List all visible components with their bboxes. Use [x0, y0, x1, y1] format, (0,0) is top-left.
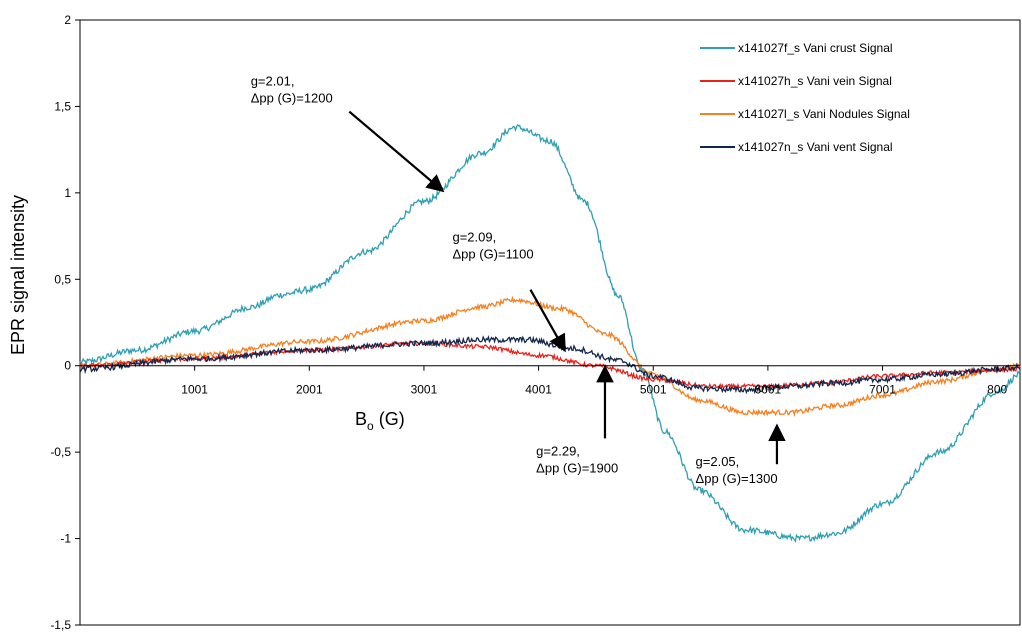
legend-label: x141027l_s Vani Nodules Signal — [738, 107, 910, 121]
annotation-dpp-label: Δpp (G)=1900 — [536, 461, 618, 476]
x-tick-label: 7001 — [869, 383, 896, 397]
x-tick-label: 1001 — [181, 383, 208, 397]
x-tick-label: 5001 — [640, 383, 667, 397]
y-tick-label: 1,5 — [54, 99, 71, 113]
y-tick-label: -1 — [60, 532, 71, 546]
annotation-g-label: g=2.05, — [696, 454, 740, 469]
y-tick-label: 0 — [64, 359, 71, 373]
x-axis-title: Bo (G) — [355, 409, 405, 433]
x-axis-title-unit: (G) — [374, 409, 405, 429]
annotation-g-label: g=2.09, — [452, 229, 496, 244]
y-tick-label: -0,5 — [50, 445, 71, 459]
series-line-3 — [79, 295, 1021, 418]
annotation-dpp-label: Δpp (G)=1100 — [452, 246, 533, 261]
y-tick-label: 2 — [64, 13, 71, 27]
series-line-2 — [79, 340, 1021, 391]
plot-frame-layer — [79, 19, 1021, 626]
y-tick-label: 1 — [64, 186, 71, 200]
series-line-1 — [79, 124, 1021, 543]
y-tick-label: 0,5 — [54, 272, 71, 286]
y-tick-label: -1,5 — [50, 618, 71, 632]
x-tick-label: 4001 — [525, 383, 552, 397]
axes-layer: 1001 2001 3001 4001 5001 6001 7001 800 -1,5 -1 -0,… — [50, 13, 1020, 632]
x-tick-label: 3001 — [411, 383, 438, 397]
x-axis-title-subscript: o — [367, 419, 374, 433]
legend: x141027f_s Vani crust Signal x141027h_s V… — [700, 41, 910, 154]
legend-label: x141027h_s Vani vein Signal — [738, 74, 892, 88]
y-axis-title: EPR signal intensity — [8, 195, 28, 355]
series-layer — [79, 124, 1021, 543]
annotation-dpp-label: Δpp (G)=1200 — [251, 91, 333, 106]
annotation-arrow — [529, 289, 566, 353]
annotations-layer: g=2.01, Δpp (G)=1200 g=2.09, Δpp (G)=1100 g=… — [251, 74, 786, 486]
legend-label: x141027n_s Vani vent Signal — [738, 140, 893, 154]
x-tick-label: 6001 — [755, 383, 782, 397]
x-axis-title-main: B — [355, 409, 367, 429]
annotation-g-label: g=2.01, — [251, 74, 295, 89]
annotation-g-label: g=2.29, — [536, 444, 580, 459]
x-tick-label: 2001 — [296, 383, 323, 397]
annotation-dpp-label: Δpp (G)=1300 — [696, 471, 778, 486]
plot-area-border — [79, 19, 1021, 626]
legend-label: x141027f_s Vani crust Signal — [738, 41, 893, 55]
x-tick-label: 800 — [987, 383, 1007, 397]
annotation-arrow — [348, 110, 445, 193]
